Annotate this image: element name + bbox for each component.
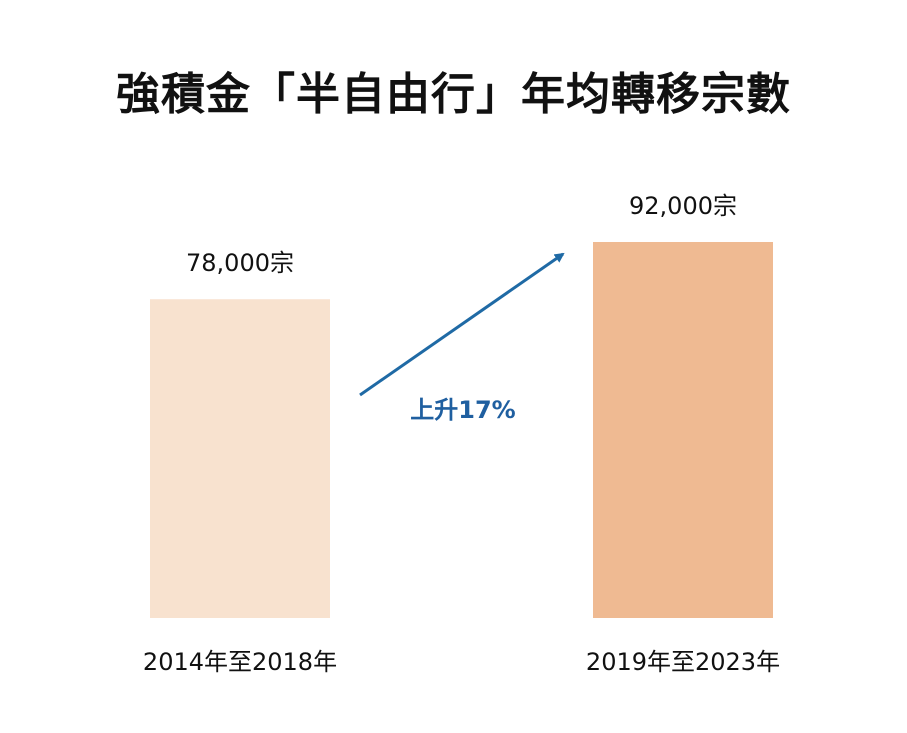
growth-arrow [359, 252, 565, 397]
chart-title: 強積金「半自由行」年均轉移宗數 [116, 69, 791, 120]
category-label-2014-2018: 2014年至2018年 [143, 648, 337, 676]
value-label-2014-2018: 78,000宗 [186, 249, 294, 277]
bar-2014-2018 [150, 299, 330, 618]
change-annotation: 上升17% [410, 396, 515, 424]
value-label-2019-2023: 92,000宗 [629, 192, 737, 220]
bar-2019-2023 [593, 242, 773, 618]
category-label-2019-2023: 2019年至2023年 [586, 648, 780, 676]
